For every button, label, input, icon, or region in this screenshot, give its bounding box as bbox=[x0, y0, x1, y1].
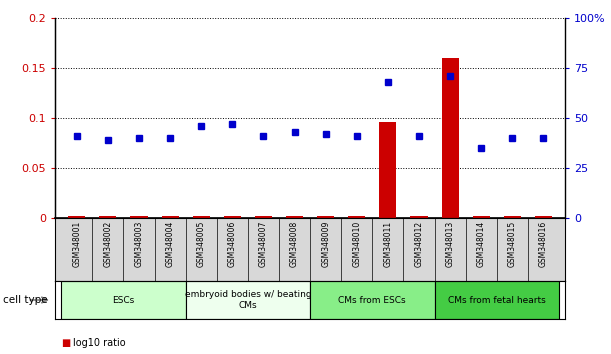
Text: CMs from fetal hearts: CMs from fetal hearts bbox=[448, 296, 546, 304]
Text: GSM348009: GSM348009 bbox=[321, 221, 330, 267]
Text: GSM348007: GSM348007 bbox=[259, 221, 268, 267]
Bar bbox=[130, 216, 147, 218]
Text: CMs from ESCs: CMs from ESCs bbox=[338, 296, 406, 304]
Text: GSM348003: GSM348003 bbox=[134, 221, 144, 267]
Text: ■: ■ bbox=[61, 338, 70, 348]
Bar bbox=[503, 216, 521, 218]
Text: GSM348002: GSM348002 bbox=[103, 221, 112, 267]
Bar bbox=[473, 216, 490, 218]
Bar bbox=[317, 216, 334, 218]
Text: cell type: cell type bbox=[3, 295, 48, 305]
Text: GSM348010: GSM348010 bbox=[353, 221, 361, 267]
Text: GSM348016: GSM348016 bbox=[539, 221, 548, 267]
Text: GSM348014: GSM348014 bbox=[477, 221, 486, 267]
Text: log10 ratio: log10 ratio bbox=[73, 338, 126, 348]
Text: ESCs: ESCs bbox=[112, 296, 134, 304]
Text: GSM348005: GSM348005 bbox=[197, 221, 206, 267]
Text: GSM348011: GSM348011 bbox=[383, 221, 392, 267]
Bar bbox=[535, 216, 552, 218]
Bar bbox=[286, 216, 303, 218]
Bar bbox=[434, 281, 559, 319]
Bar bbox=[68, 216, 86, 218]
Text: GSM348015: GSM348015 bbox=[508, 221, 517, 267]
Bar bbox=[61, 281, 186, 319]
Text: GSM348008: GSM348008 bbox=[290, 221, 299, 267]
Text: GSM348001: GSM348001 bbox=[72, 221, 81, 267]
Bar bbox=[100, 216, 117, 218]
Bar bbox=[255, 216, 272, 218]
Text: embryoid bodies w/ beating
CMs: embryoid bodies w/ beating CMs bbox=[185, 290, 311, 310]
Bar bbox=[224, 216, 241, 218]
Bar bbox=[192, 216, 210, 218]
Bar bbox=[161, 216, 178, 218]
Bar bbox=[442, 58, 459, 218]
Bar bbox=[186, 281, 310, 319]
Text: GSM348006: GSM348006 bbox=[228, 221, 237, 267]
Bar bbox=[411, 216, 428, 218]
Bar bbox=[310, 281, 434, 319]
Text: GSM348004: GSM348004 bbox=[166, 221, 175, 267]
Bar bbox=[348, 216, 365, 218]
Text: GSM348013: GSM348013 bbox=[445, 221, 455, 267]
Text: GSM348012: GSM348012 bbox=[414, 221, 423, 267]
Bar bbox=[379, 122, 397, 218]
